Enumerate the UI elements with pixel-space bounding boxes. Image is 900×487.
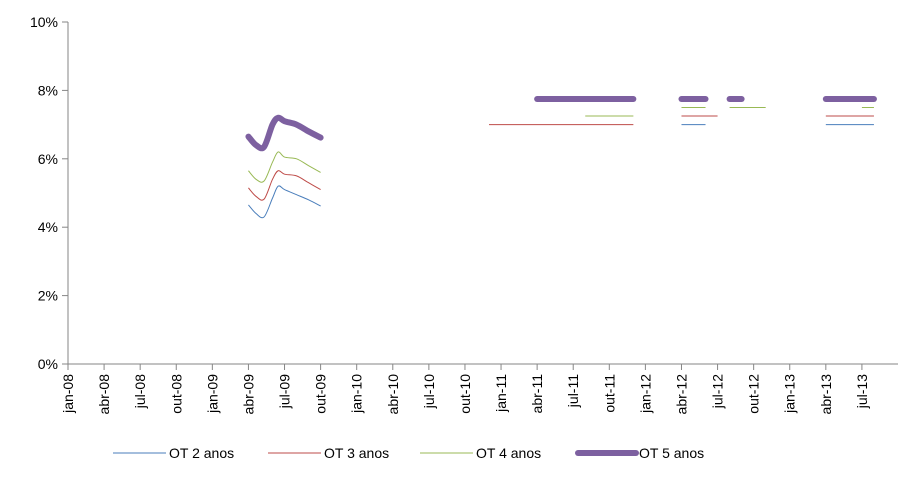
x-tick-label: jan-13 bbox=[782, 374, 798, 414]
x-tick-label: abr-08 bbox=[96, 374, 112, 415]
x-tick-label: jan-11 bbox=[493, 374, 509, 413]
y-tick-label: 8% bbox=[38, 82, 58, 98]
x-tick-label: out-09 bbox=[313, 374, 329, 414]
x-tick-label: jan-10 bbox=[349, 374, 365, 414]
x-tick-label: out-12 bbox=[746, 374, 762, 414]
x-tick-label: jul-12 bbox=[710, 374, 726, 409]
series-ot-4-anos bbox=[248, 107, 874, 183]
legend-label: OT 5 anos bbox=[639, 445, 704, 461]
legend-item: OT 3 anos bbox=[268, 445, 389, 461]
x-tick-label: abr-13 bbox=[818, 374, 834, 415]
legend: OT 2 anos OT 3 anos OT 4 anos OT 5 anos bbox=[113, 445, 704, 461]
x-tick-label: abr-10 bbox=[385, 374, 401, 415]
y-tick-label: 0% bbox=[38, 356, 58, 372]
x-tick-label: jan-09 bbox=[204, 374, 220, 414]
y-tick-label: 10% bbox=[30, 14, 58, 30]
legend-item: OT 4 anos bbox=[420, 445, 541, 461]
y-tick-label: 6% bbox=[38, 151, 58, 167]
x-tick-label: jul-08 bbox=[132, 374, 148, 409]
x-tick-label: out-10 bbox=[457, 374, 473, 414]
x-tick-label: abr-11 bbox=[529, 374, 545, 414]
x-tick-label: jul-09 bbox=[277, 374, 293, 409]
y-tick-label: 4% bbox=[38, 219, 58, 235]
legend-label: OT 3 anos bbox=[324, 445, 389, 461]
legend-label: OT 2 anos bbox=[169, 445, 234, 461]
series-line-segment bbox=[248, 151, 321, 183]
legend-item: OT 5 anos bbox=[575, 445, 704, 461]
x-tick-label: jul-13 bbox=[854, 374, 870, 409]
y-axis: 0% 2% 4% 6% 8% 10% bbox=[30, 14, 69, 372]
x-tick-label: out-08 bbox=[168, 374, 184, 414]
x-tick-label: jan-12 bbox=[637, 374, 653, 414]
x-tick-label: abr-09 bbox=[240, 374, 256, 415]
series-ot-5-anos bbox=[245, 95, 877, 152]
series-line-segment bbox=[248, 170, 321, 201]
x-tick-label: out-11 bbox=[601, 374, 617, 413]
plot-area bbox=[245, 95, 877, 219]
x-tick-label: jul-10 bbox=[421, 374, 437, 409]
legend-item: OT 2 anos bbox=[113, 445, 234, 461]
series-ot-2-anos bbox=[248, 124, 874, 219]
series-ot-3-anos bbox=[248, 115, 874, 201]
series-line-segment bbox=[245, 114, 324, 152]
y-tick-label: 2% bbox=[38, 288, 58, 304]
x-tick-label: jul-11 bbox=[565, 374, 581, 408]
legend-label: OT 4 anos bbox=[476, 445, 541, 461]
x-tick-label: jan-08 bbox=[60, 374, 76, 414]
x-axis: jan-08 abr-08 jul-08 out-08 jan-09 abr-09 jul-… bbox=[60, 363, 898, 415]
x-tick-label: abr-12 bbox=[673, 374, 689, 415]
series-line-segment bbox=[248, 185, 321, 219]
